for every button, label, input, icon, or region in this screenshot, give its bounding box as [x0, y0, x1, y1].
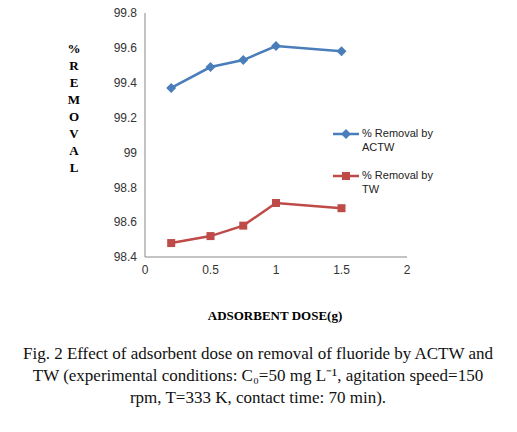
html-text:A: A — [69, 143, 79, 158]
html-text:R: R — [69, 58, 79, 73]
svg-text:98.8: 98.8 — [114, 181, 138, 195]
svg-text:98.4: 98.4 — [114, 250, 138, 264]
svg-text:99.4: 99.4 — [114, 76, 138, 90]
svg-text:99.8: 99.8 — [114, 8, 138, 20]
svg-text:1.5: 1.5 — [333, 263, 350, 277]
html-text:ADSORBENT DOSE(g): ADSORBENT DOSE(g) — [207, 308, 343, 323]
html-text:V: V — [69, 126, 79, 141]
svg-text:98.6: 98.6 — [114, 215, 138, 229]
svg-text:0.5: 0.5 — [202, 263, 219, 277]
html-text:Fig. 2 Effect of adsorbent dos: Fig. 2 Effect of adsorbent dose on remov… — [23, 344, 493, 407]
html-text:M: M — [67, 92, 81, 107]
svg-text:0: 0 — [142, 263, 149, 277]
svg-text:99: 99 — [124, 146, 138, 160]
svg-text:99.6: 99.6 — [114, 41, 138, 55]
html-text:E: E — [69, 75, 79, 90]
svg-text:1: 1 — [273, 263, 280, 277]
html-text:O: O — [68, 109, 80, 124]
svg-text:99.2: 99.2 — [114, 111, 138, 125]
html-text:L: L — [69, 160, 79, 175]
svg-text:2: 2 — [404, 263, 411, 277]
html-text:% Removal by ACTW: % Removal by ACTW — [362, 127, 433, 153]
html-text:% Removal by TW: % Removal by TW — [362, 169, 433, 195]
